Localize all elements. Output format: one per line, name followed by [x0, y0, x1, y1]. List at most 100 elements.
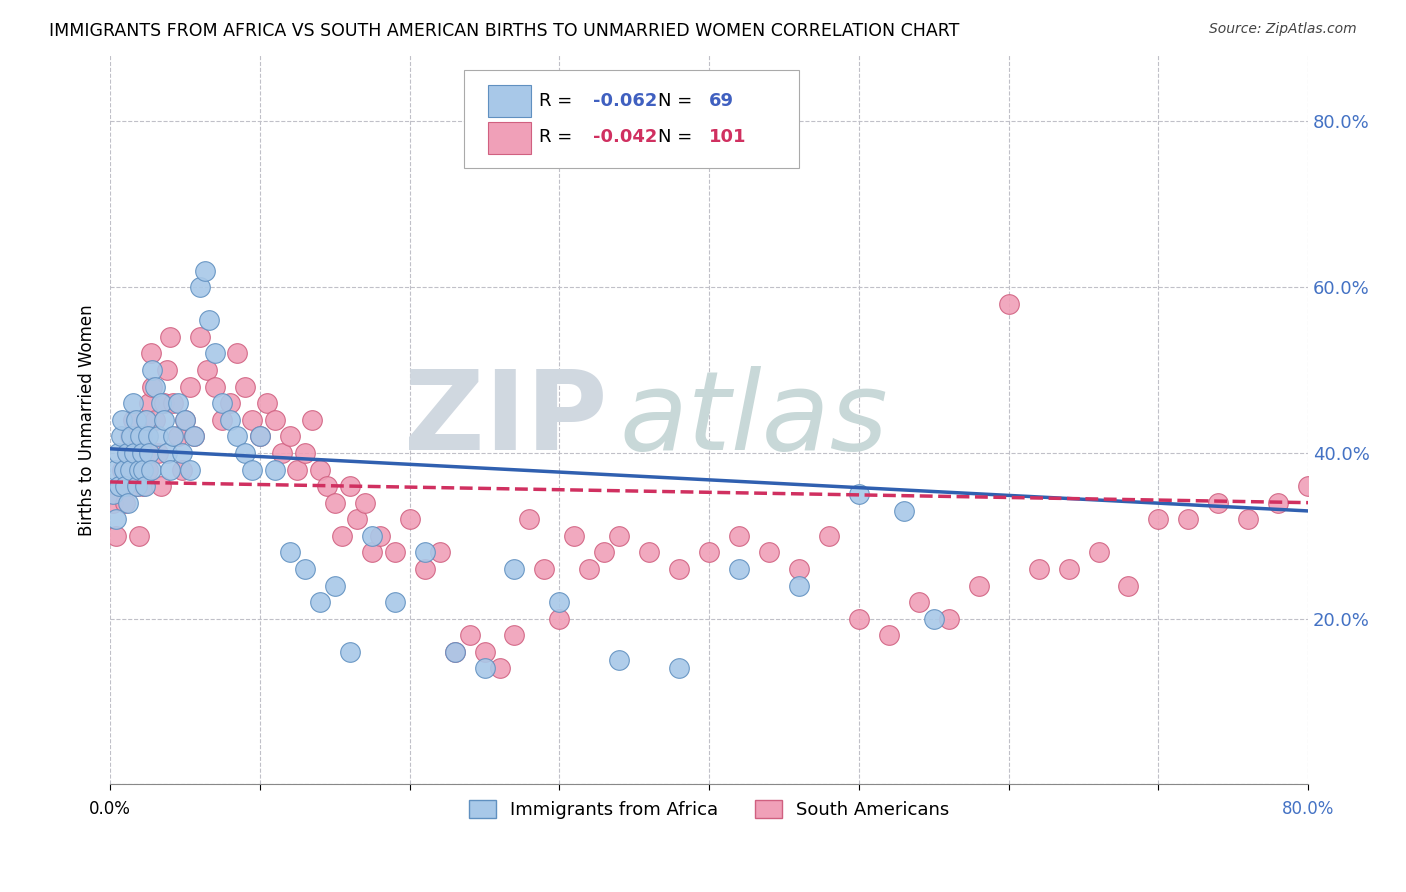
- Point: [124, 429, 146, 443]
- Point: [121, 396, 143, 410]
- Point: [183, 429, 205, 443]
- Point: [159, 330, 181, 344]
- Point: [368, 529, 391, 543]
- Point: [361, 545, 384, 559]
- Point: [308, 595, 330, 609]
- Point: [907, 595, 929, 609]
- Point: [519, 512, 541, 526]
- Point: [278, 545, 301, 559]
- Point: [294, 562, 316, 576]
- Point: [105, 529, 128, 543]
- FancyBboxPatch shape: [488, 121, 530, 153]
- Point: [146, 446, 169, 460]
- Point: [1177, 512, 1199, 526]
- Point: [264, 413, 287, 427]
- Point: [1208, 496, 1230, 510]
- FancyBboxPatch shape: [488, 85, 530, 117]
- Point: [607, 653, 630, 667]
- Point: [233, 379, 256, 393]
- Point: [323, 496, 346, 510]
- Point: [105, 512, 128, 526]
- Text: N =: N =: [658, 92, 697, 110]
- Text: -0.062: -0.062: [593, 92, 658, 110]
- Point: [134, 479, 156, 493]
- Point: [170, 462, 193, 476]
- Point: [124, 413, 146, 427]
- Point: [226, 429, 249, 443]
- Point: [143, 413, 166, 427]
- Point: [136, 429, 159, 443]
- Point: [848, 487, 870, 501]
- Point: [219, 396, 242, 410]
- Point: [294, 446, 316, 460]
- Point: [122, 446, 145, 460]
- Point: [170, 446, 193, 460]
- Point: [264, 462, 287, 476]
- Point: [135, 413, 157, 427]
- Point: [211, 413, 233, 427]
- Point: [108, 479, 131, 493]
- Point: [150, 396, 173, 410]
- Point: [118, 462, 141, 476]
- Point: [503, 562, 526, 576]
- Point: [323, 578, 346, 592]
- Point: [413, 545, 436, 559]
- FancyBboxPatch shape: [464, 70, 799, 169]
- Point: [256, 396, 278, 410]
- Point: [728, 562, 751, 576]
- Point: [893, 504, 915, 518]
- Point: [129, 429, 152, 443]
- Point: [118, 429, 141, 443]
- Point: [114, 496, 136, 510]
- Point: [129, 462, 152, 476]
- Point: [398, 512, 420, 526]
- Point: [117, 462, 139, 476]
- Point: [1296, 479, 1319, 493]
- Point: [413, 562, 436, 576]
- Point: [339, 645, 361, 659]
- Point: [150, 479, 173, 493]
- Point: [153, 413, 176, 427]
- Point: [384, 595, 406, 609]
- Point: [120, 429, 142, 443]
- Point: [193, 263, 215, 277]
- Point: [114, 479, 136, 493]
- Point: [138, 446, 160, 460]
- Point: [131, 429, 153, 443]
- Point: [668, 661, 690, 675]
- Point: [503, 628, 526, 642]
- Point: [111, 413, 134, 427]
- Point: [728, 529, 751, 543]
- Point: [115, 446, 138, 460]
- Point: [115, 446, 138, 460]
- Point: [443, 645, 465, 659]
- Point: [249, 429, 271, 443]
- Point: [179, 462, 201, 476]
- Point: [134, 446, 156, 460]
- Point: [197, 363, 219, 377]
- Point: [242, 462, 264, 476]
- Point: [1357, 512, 1379, 526]
- Point: [226, 346, 249, 360]
- Point: [443, 645, 465, 659]
- Point: [361, 529, 384, 543]
- Point: [188, 280, 211, 294]
- Point: [233, 446, 256, 460]
- Text: N =: N =: [658, 128, 697, 145]
- Point: [141, 363, 163, 377]
- Text: 0.0%: 0.0%: [89, 799, 131, 818]
- Point: [131, 446, 153, 460]
- Point: [156, 363, 179, 377]
- Point: [128, 529, 150, 543]
- Point: [219, 413, 242, 427]
- Point: [139, 346, 162, 360]
- Point: [967, 578, 990, 592]
- Point: [127, 479, 149, 493]
- Point: [330, 529, 353, 543]
- Point: [117, 496, 139, 510]
- Point: [112, 462, 135, 476]
- Point: [122, 462, 145, 476]
- Point: [136, 462, 159, 476]
- Point: [339, 479, 361, 493]
- Point: [593, 545, 616, 559]
